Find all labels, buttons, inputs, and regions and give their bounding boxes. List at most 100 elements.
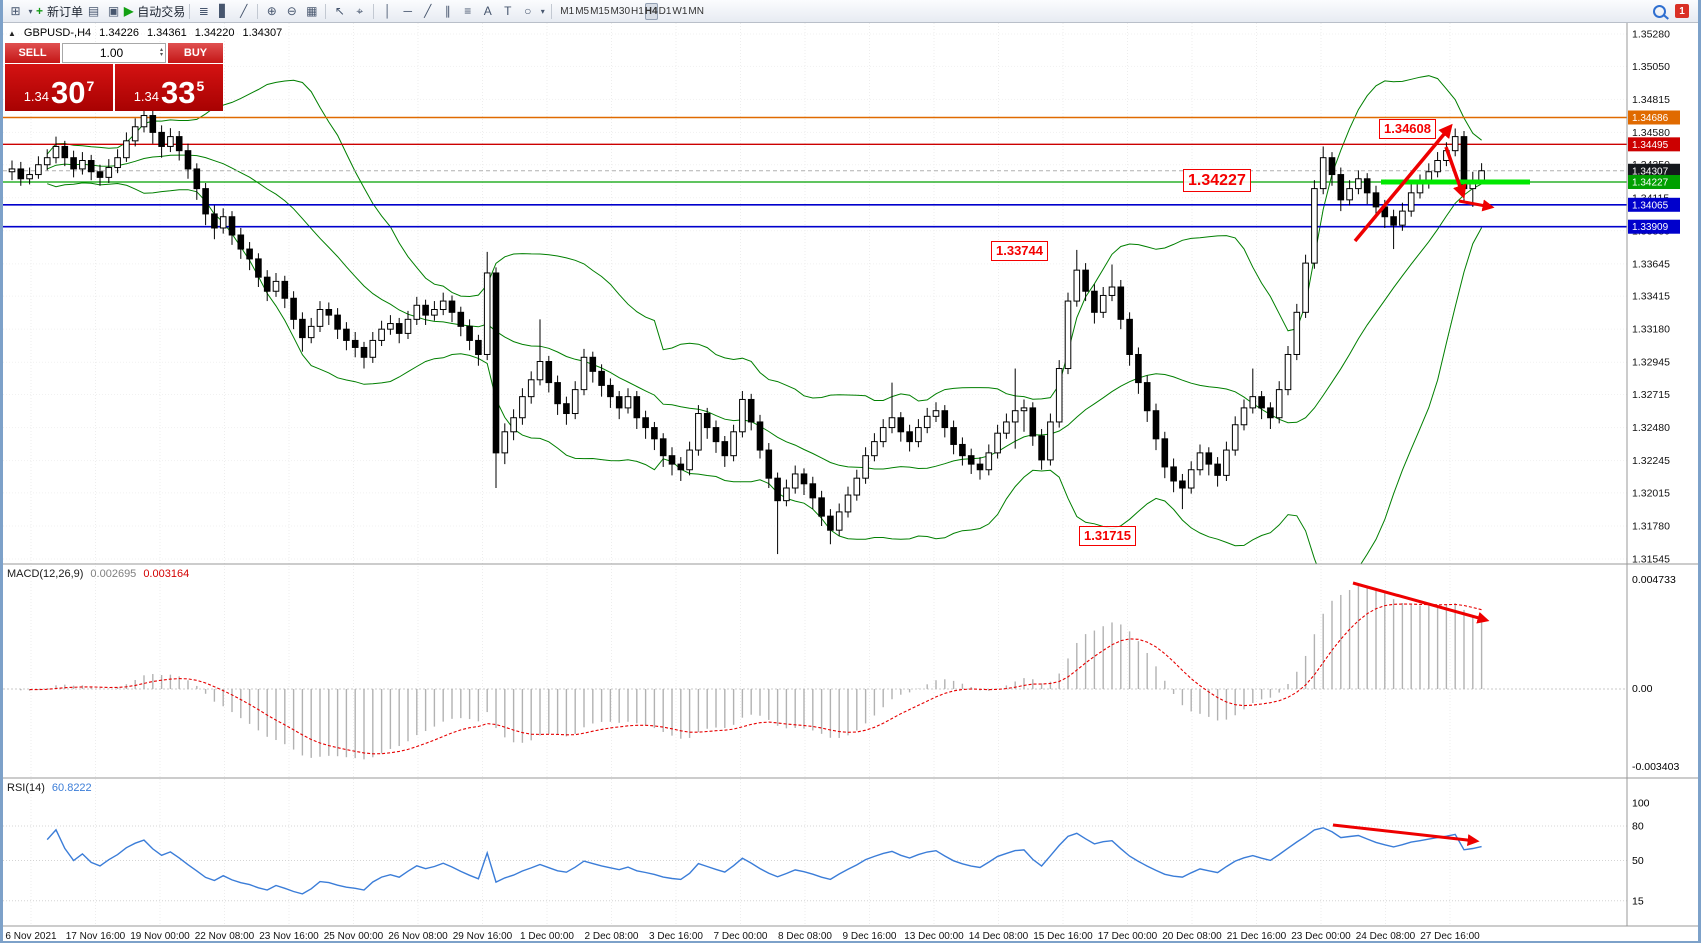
svg-text:24 Dec 08:00: 24 Dec 08:00: [1356, 931, 1416, 941]
volume-field[interactable]: 1.00 ▴ ▾: [62, 43, 166, 63]
timeframe-m5-button[interactable]: M5: [575, 3, 589, 20]
svg-text:1.35280: 1.35280: [1632, 29, 1670, 41]
svg-text:-0.003403: -0.003403: [1632, 761, 1679, 773]
svg-text:29 Nov 16:00: 29 Nov 16:00: [453, 931, 513, 941]
svg-text:1.31780: 1.31780: [1632, 520, 1670, 532]
zoom-out-icon[interactable]: ⊖: [282, 2, 301, 20]
vertical-line-icon[interactable]: │: [378, 2, 397, 20]
trendline-icon[interactable]: ╱: [418, 2, 437, 20]
svg-text:2 Dec 08:00: 2 Dec 08:00: [585, 931, 639, 941]
autotrade-button[interactable]: ▶ 自动交易: [124, 2, 185, 20]
svg-text:1.32945: 1.32945: [1632, 357, 1670, 369]
ohlc-open: 1.34226: [99, 27, 139, 39]
zoom-in-icon[interactable]: ⊕: [262, 2, 281, 20]
bar-chart-icon[interactable]: ≣: [194, 2, 213, 20]
text-icon[interactable]: A: [478, 2, 497, 20]
svg-text:1.32015: 1.32015: [1632, 487, 1670, 499]
volume-value[interactable]: 1.00: [99, 46, 124, 60]
sell-button[interactable]: SELL: [5, 43, 60, 63]
shapes-icon[interactable]: ○: [518, 2, 537, 20]
notification-badge[interactable]: 1: [1675, 4, 1689, 18]
sell-price-button[interactable]: 1.34 30 7: [5, 64, 113, 111]
svg-text:23 Dec 00:00: 23 Dec 00:00: [1291, 931, 1351, 941]
svg-text:17 Dec 00:00: 17 Dec 00:00: [1098, 931, 1158, 941]
price-annotation: 1.34608: [1379, 119, 1436, 139]
panel-collapse-icon[interactable]: ▲: [8, 29, 16, 38]
svg-text:1.35050: 1.35050: [1632, 61, 1670, 73]
crosshair-icon: ⌖: [356, 3, 364, 18]
chart-window-icon[interactable]: ▣: [104, 2, 123, 20]
svg-text:1.34495: 1.34495: [1632, 140, 1669, 151]
price-annotation: 1.33744: [991, 241, 1048, 261]
svg-text:1.34686: 1.34686: [1632, 113, 1669, 124]
fibonacci-icon[interactable]: ≡: [458, 2, 477, 20]
timeframe-mn-button[interactable]: MN: [688, 3, 704, 20]
timeframe-h1-button[interactable]: H1: [631, 3, 644, 20]
ohlc-high: 1.34361: [146, 27, 187, 39]
sell-price-prefix: 1.34: [23, 89, 50, 104]
new-chart-dropdown-icon[interactable]: ▾: [26, 2, 35, 20]
svg-text:8 Dec 08:00: 8 Dec 08:00: [778, 931, 832, 941]
svg-text:3 Dec 16:00: 3 Dec 16:00: [649, 931, 703, 941]
timeframe-h4-button[interactable]: H4: [644, 2, 658, 20]
toolbar-right: 1: [1653, 4, 1689, 18]
new-order-button-label: 新订单: [47, 4, 84, 19]
text-label-icon[interactable]: T: [498, 2, 517, 20]
trendline-icon: ╱: [424, 4, 432, 18]
search-icon[interactable]: [1653, 4, 1666, 18]
buy-button[interactable]: BUY: [168, 43, 223, 63]
chart-window-icon: ▣: [107, 4, 120, 18]
timeframe-m30-button[interactable]: M30: [611, 3, 630, 20]
shapes-dropdown-icon[interactable]: ▾: [538, 2, 547, 20]
svg-text:6 Nov 2021: 6 Nov 2021: [5, 931, 57, 941]
svg-text:1 Dec 00:00: 1 Dec 00:00: [520, 931, 574, 941]
symbol-name: GBPUSD-,H4: [23, 27, 92, 39]
line-chart-icon[interactable]: ╱: [234, 2, 253, 20]
tile-windows-icon[interactable]: ▦: [302, 2, 321, 20]
svg-text:0.00: 0.00: [1632, 683, 1653, 695]
stepper-up-icon[interactable]: ▴: [159, 47, 163, 53]
svg-text:14 Dec 08:00: 14 Dec 08:00: [969, 931, 1029, 941]
svg-text:27 Dec 16:00: 27 Dec 16:00: [1420, 931, 1480, 941]
svg-text:13 Dec 00:00: 13 Dec 00:00: [904, 931, 964, 941]
main-toolbar: ⊞ ▾ + 新订单 ▤ ▣ ▶ 自动交易 ≣ ▋ ╱ ⊕ ⊖ ▦ ↖ ⌖ │ ─ ╱ ∥ ≡ A T ○ ▾ M1 M5 M15 M3…: [3, 0, 1698, 23]
svg-text:20 Dec 08:00: 20 Dec 08:00: [1162, 931, 1222, 941]
stepper-down-icon[interactable]: ▾: [159, 52, 163, 58]
svg-text:15 Dec 16:00: 15 Dec 16:00: [1033, 931, 1093, 941]
new-order-button[interactable]: + 新订单: [36, 2, 83, 20]
equidistant-channel-icon[interactable]: ∥: [438, 2, 457, 20]
macd-label: MACD(12,26,9) 0.002695 0.003164: [7, 568, 189, 580]
svg-text:17 Nov 16:00: 17 Nov 16:00: [66, 931, 126, 941]
equidistant-channel-icon: ∥: [444, 4, 451, 18]
timeframe-m15-button[interactable]: M15: [590, 3, 609, 20]
svg-text:1.33415: 1.33415: [1632, 291, 1670, 303]
svg-text:1.32245: 1.32245: [1632, 455, 1670, 467]
svg-text:80: 80: [1632, 821, 1644, 833]
buy-price-button[interactable]: 1.34 33 5: [115, 64, 223, 111]
toolbar-separator: [551, 3, 553, 19]
cursor-icon[interactable]: ↖: [330, 2, 349, 20]
crosshair-icon[interactable]: ⌖: [350, 2, 369, 20]
svg-text:1.33180: 1.33180: [1632, 324, 1670, 336]
line-chart-icon: ╱: [240, 4, 248, 18]
chart-profile-icon: ▤: [87, 4, 100, 18]
svg-text:1.34307: 1.34307: [1632, 166, 1669, 177]
candlestick-chart-icon[interactable]: ▋: [214, 2, 233, 20]
new-chart-icon[interactable]: ⊞: [6, 2, 25, 20]
chart-profile-icon[interactable]: ▤: [84, 2, 103, 20]
volume-stepper[interactable]: ▴ ▾: [159, 47, 165, 58]
svg-text:1.32715: 1.32715: [1632, 389, 1670, 401]
autotrade-button-label: 自动交易: [137, 4, 186, 19]
new-chart-icon: ⊞: [10, 4, 21, 18]
svg-text:26 Nov 08:00: 26 Nov 08:00: [388, 931, 448, 941]
price-chart[interactable]: 6 Nov 2021 17 Nov 16:00 19 Nov 00:00 22 Nov…: [3, 23, 1698, 941]
rsi-value: 60.8222: [51, 782, 92, 794]
price-annotation: 1.31715: [1079, 526, 1136, 546]
svg-text:1.31545: 1.31545: [1632, 554, 1670, 566]
timeframe-m1-button[interactable]: M1: [560, 3, 574, 20]
horizontal-line-icon[interactable]: ─: [398, 2, 417, 20]
horizontal-line-icon: ─: [403, 4, 413, 18]
timeframe-d1-button[interactable]: D1: [659, 3, 672, 20]
svg-text:1.34815: 1.34815: [1632, 94, 1670, 106]
timeframe-w1-button[interactable]: W1: [672, 3, 687, 20]
